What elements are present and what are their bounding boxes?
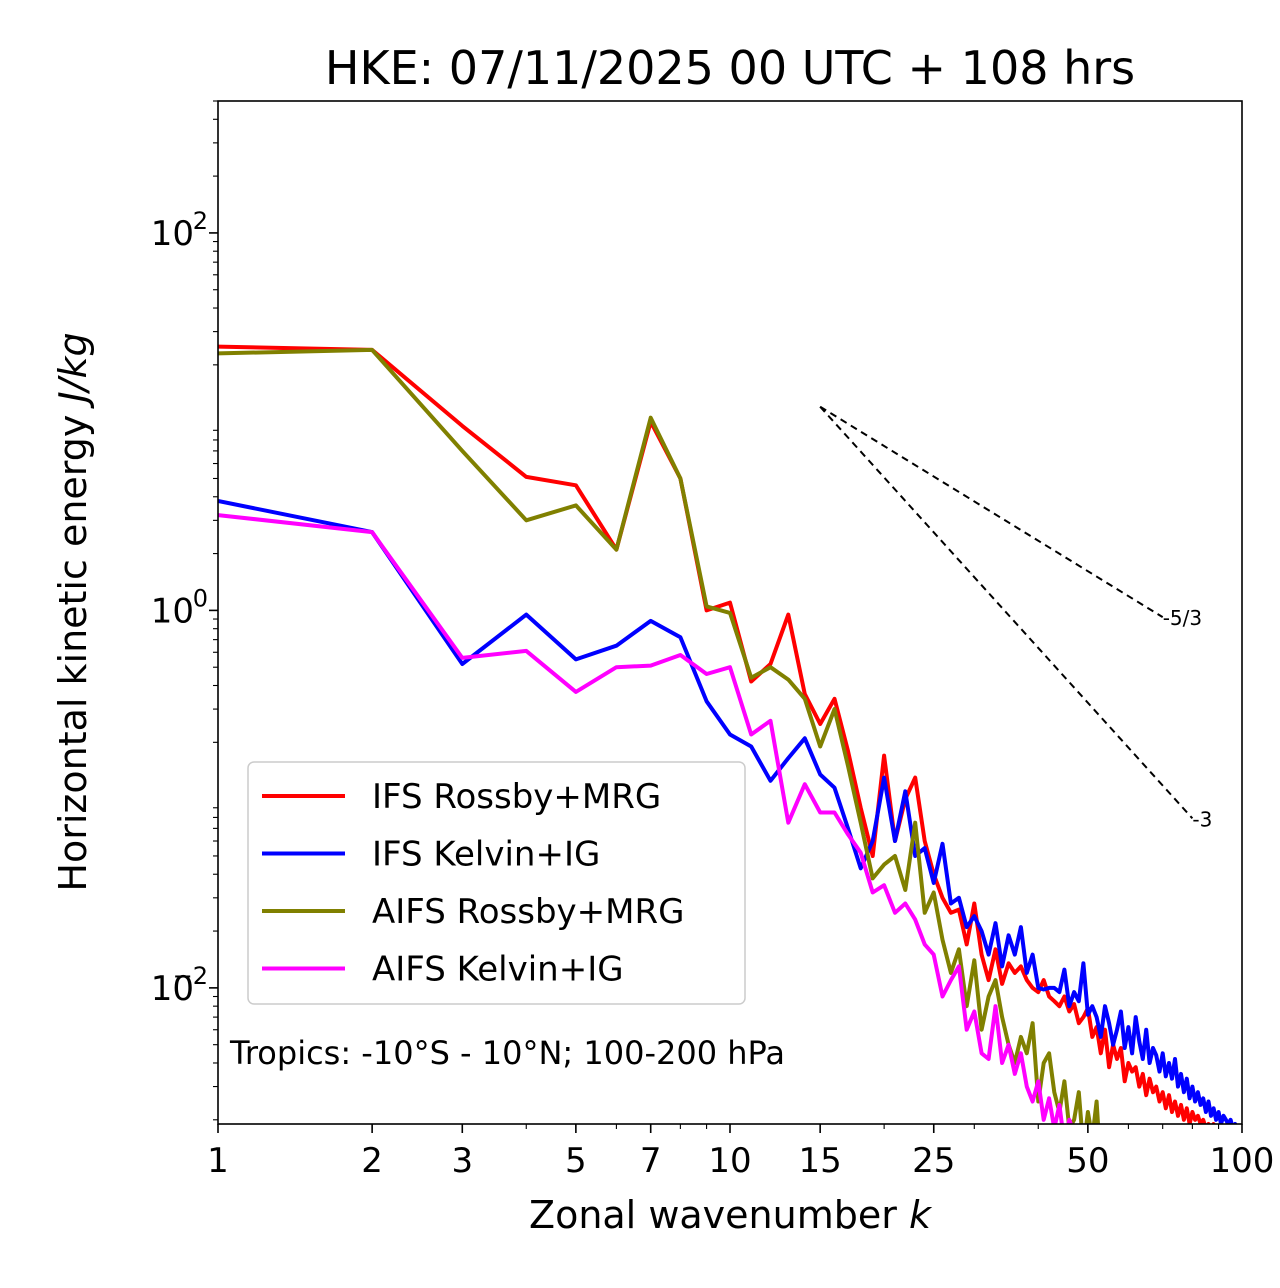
y-tick-label: 10 xyxy=(151,214,194,254)
series-line xyxy=(218,344,1216,1124)
x-tick-label: 50 xyxy=(1066,1141,1109,1181)
y-axis-label: Horizontal kinetic energy J/kg xyxy=(51,332,95,891)
legend-entries: IFS Rossby+MRG IFS Kelvin+IG AIFS Rossby+M… xyxy=(262,777,684,990)
x-axis-variable: k xyxy=(909,1193,933,1237)
reference-labels: -5/3 -3 xyxy=(1163,606,1213,831)
y-tick-exponent: 0 xyxy=(193,584,208,612)
y-tick-exponent: 2 xyxy=(193,207,208,235)
y-tick-exponent-text: 0 xyxy=(193,584,208,612)
legend-label: AIFS Rossby+MRG xyxy=(372,892,684,932)
x-tick-label: 100 xyxy=(1210,1141,1275,1181)
legend-label: IFS Kelvin+IG xyxy=(372,835,600,875)
y-tick-label: 10 xyxy=(151,591,194,631)
y-tick-base: 10 xyxy=(151,214,194,254)
x-tick-label: 5 xyxy=(565,1141,587,1181)
y-tick-exponent: −2 xyxy=(173,962,208,990)
legend-box xyxy=(247,761,746,1005)
legend-label: AIFS Kelvin+IG xyxy=(372,950,624,990)
x-tick-label: 10 xyxy=(708,1141,751,1181)
x-tick-label: 2 xyxy=(361,1141,383,1181)
legend-label: IFS Rossby+MRG xyxy=(372,777,661,817)
y-tick-label: 10 xyxy=(151,969,194,1009)
chart-title: HKE: 07/11/2025 00 UTC + 108 hrs xyxy=(325,41,1135,95)
x-tick-label: 15 xyxy=(799,1141,842,1181)
y-tick-exponent-text: −2 xyxy=(173,962,208,990)
reference-line-label: -3 xyxy=(1192,807,1212,831)
reference-line-label: -5/3 xyxy=(1163,606,1202,630)
series-layer xyxy=(218,344,1238,1124)
series-line xyxy=(218,347,1101,1124)
x-axis-label: Zonal wavenumber k xyxy=(529,1193,933,1237)
y-axis-unit: J/kg xyxy=(51,332,95,409)
y-tick-base: 10 xyxy=(151,969,194,1009)
y-tick-exponent-text: 2 xyxy=(193,207,208,235)
y-axis-label-text: Horizontal kinetic energy xyxy=(51,415,95,892)
x-tick-label: 1 xyxy=(207,1141,229,1181)
plot-frame xyxy=(217,100,1243,1125)
x-tick-label: 3 xyxy=(451,1141,473,1181)
region-annotation: Tropics: -10°S - 10°N; 100-200 hPa xyxy=(229,1034,785,1072)
reference-lines xyxy=(819,405,1194,820)
x-axis-label-text: Zonal wavenumber xyxy=(529,1193,897,1237)
x-tick-label: 7 xyxy=(640,1141,662,1181)
series-line xyxy=(218,498,1238,1124)
series-line xyxy=(218,513,1073,1124)
legend: IFS Rossby+MRG IFS Kelvin+IG AIFS Rossby+M… xyxy=(247,761,746,1005)
y-tick-base: 10 xyxy=(151,591,194,631)
reference-line-slope xyxy=(819,406,1194,820)
x-tick-label: 25 xyxy=(912,1141,955,1181)
